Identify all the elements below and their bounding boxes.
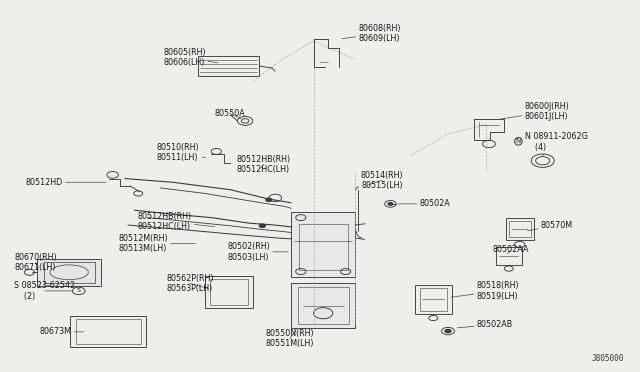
Bar (44, 262, 95, 283)
Text: 80502AB: 80502AB (457, 320, 513, 329)
Bar (205, 276, 253, 308)
Circle shape (266, 198, 272, 202)
Text: 80562P(RH)
80563P(LH): 80562P(RH) 80563P(LH) (166, 274, 214, 293)
Bar (198, 56, 259, 76)
Text: S: S (77, 288, 81, 294)
Bar (496, 247, 522, 265)
Text: 80512HB(RH)
80512HC(LH): 80512HB(RH) 80512HC(LH) (237, 155, 291, 174)
Bar (291, 212, 355, 277)
Circle shape (388, 202, 393, 205)
Circle shape (259, 224, 266, 228)
Text: 80605(RH)
80606(LH): 80605(RH) 80606(LH) (163, 48, 218, 67)
Text: 80570M: 80570M (527, 221, 573, 231)
Text: N: N (516, 138, 521, 144)
Text: 80550N(RH)
80551M(LH): 80550N(RH) 80551M(LH) (266, 329, 314, 348)
Bar (298, 287, 349, 324)
Text: N 08911-2062G
    (4): N 08911-2062G (4) (525, 132, 588, 155)
Text: 80550A: 80550A (214, 109, 245, 119)
Text: 80502AA: 80502AA (493, 246, 529, 254)
Bar (70, 316, 146, 347)
Bar (506, 218, 534, 240)
Text: 80512M(RH)
80513M(LH): 80512M(RH) 80513M(LH) (118, 234, 196, 253)
Bar (291, 283, 355, 328)
Text: 80510(RH)
80511(LH): 80510(RH) 80511(LH) (157, 143, 205, 162)
Text: 80670(RH)
80671(LH): 80670(RH) 80671(LH) (14, 253, 57, 272)
Text: 80514(RH)
80515(LH): 80514(RH) 80515(LH) (360, 171, 403, 190)
Text: 80608(RH)
80609(LH): 80608(RH) 80609(LH) (342, 24, 401, 43)
Text: J805000: J805000 (591, 354, 624, 363)
Text: 80512HB(RH)
80512HC(LH): 80512HB(RH) 80512HC(LH) (138, 212, 215, 231)
Bar (210, 279, 248, 305)
Text: 80600J(RH)
80601J(LH): 80600J(RH) 80601J(LH) (499, 102, 570, 121)
Circle shape (445, 329, 451, 333)
Bar (415, 285, 452, 314)
Text: 80512HD: 80512HD (26, 178, 106, 187)
Text: S 08523-62542
    (2): S 08523-62542 (2) (14, 281, 76, 301)
Bar (509, 221, 531, 237)
Text: 80502(RH)
80503(LH): 80502(RH) 80503(LH) (227, 242, 289, 262)
Bar (76, 319, 141, 344)
Bar (420, 288, 447, 311)
Text: 80518(RH)
80519(LH): 80518(RH) 80519(LH) (451, 281, 520, 301)
Text: 80502A: 80502A (398, 199, 450, 208)
Bar (299, 224, 348, 270)
Bar (37, 259, 101, 286)
Text: 80673M: 80673M (40, 327, 84, 336)
